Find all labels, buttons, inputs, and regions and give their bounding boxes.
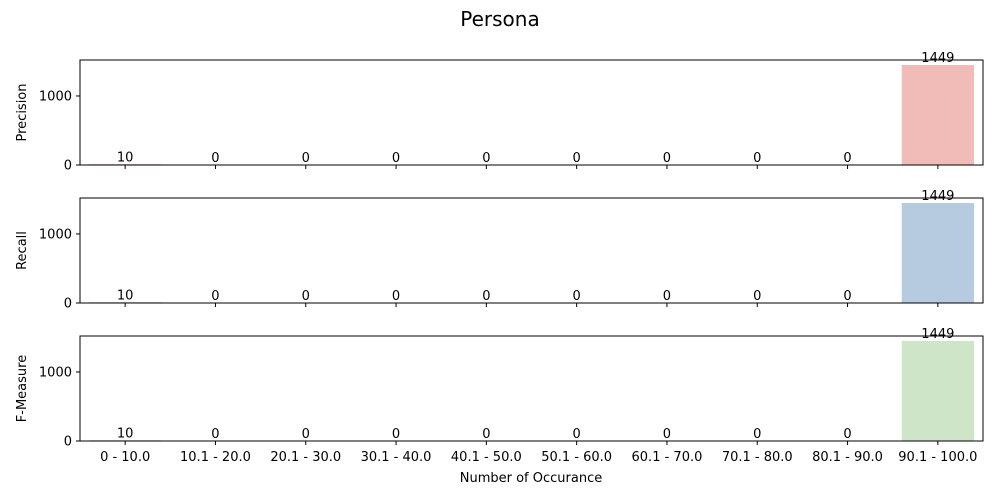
y-tick-label: 1000 xyxy=(39,227,72,242)
plot-frame xyxy=(79,59,984,166)
data-label: 0 xyxy=(392,289,400,304)
x-tick-label: 50.1 - 60.0 xyxy=(541,450,612,465)
data-label: 0 xyxy=(663,427,671,442)
data-label: 0 xyxy=(843,427,851,442)
data-label: 10 xyxy=(117,426,134,441)
y-tick-label: 0 xyxy=(64,435,72,450)
data-label: 0 xyxy=(302,427,310,442)
x-tick-label: 80.1 - 90.0 xyxy=(812,450,883,465)
plot-frame xyxy=(79,197,984,304)
data-label: 0 xyxy=(663,289,671,304)
data-label: 0 xyxy=(482,289,490,304)
chart-title: Persona xyxy=(460,7,539,31)
x-tick-label: 60.1 - 70.0 xyxy=(632,450,703,465)
x-axis-label: Number of Occurance xyxy=(460,471,602,486)
data-label: 0 xyxy=(392,427,400,442)
data-label: 0 xyxy=(753,289,761,304)
data-label: 0 xyxy=(573,289,581,304)
y-axis-label: Precision xyxy=(15,83,30,141)
data-label: 0 xyxy=(843,289,851,304)
data-label: 0 xyxy=(482,427,490,442)
data-label: 0 xyxy=(573,151,581,166)
data-label: 0 xyxy=(573,427,581,442)
data-label: 1449 xyxy=(921,327,954,342)
x-tick-label: 30.1 - 40.0 xyxy=(361,450,432,465)
data-label: 0 xyxy=(392,151,400,166)
data-label: 1449 xyxy=(921,51,954,66)
data-label: 0 xyxy=(211,289,219,304)
bar xyxy=(901,340,974,441)
data-label: 0 xyxy=(482,151,490,166)
bar xyxy=(901,202,974,303)
bar xyxy=(901,64,974,165)
y-tick-label: 0 xyxy=(64,297,72,312)
data-label: 1449 xyxy=(921,189,954,204)
y-axis-label: F-Measure xyxy=(15,355,30,422)
data-label: 0 xyxy=(753,151,761,166)
data-label: 0 xyxy=(302,289,310,304)
x-tick-label: 70.1 - 80.0 xyxy=(722,450,793,465)
data-label: 0 xyxy=(753,427,761,442)
y-tick-label: 1000 xyxy=(39,365,72,380)
plot-frame xyxy=(79,335,984,442)
data-label: 0 xyxy=(211,427,219,442)
y-axis-label: Recall xyxy=(15,231,30,270)
data-label: 10 xyxy=(117,288,134,303)
y-tick-label: 1000 xyxy=(39,89,72,104)
data-label: 10 xyxy=(117,150,134,165)
x-tick-label: 40.1 - 50.0 xyxy=(451,450,522,465)
x-tick-label: 10.1 - 20.0 xyxy=(180,450,251,465)
x-tick-label: 20.1 - 30.0 xyxy=(270,450,341,465)
data-label: 0 xyxy=(211,151,219,166)
data-label: 0 xyxy=(663,151,671,166)
x-tick-label: 0 - 10.0 xyxy=(100,450,150,465)
x-tick-label: 90.1 - 100.0 xyxy=(898,450,977,465)
data-label: 0 xyxy=(302,151,310,166)
data-label: 0 xyxy=(843,151,851,166)
y-tick-label: 0 xyxy=(64,159,72,174)
